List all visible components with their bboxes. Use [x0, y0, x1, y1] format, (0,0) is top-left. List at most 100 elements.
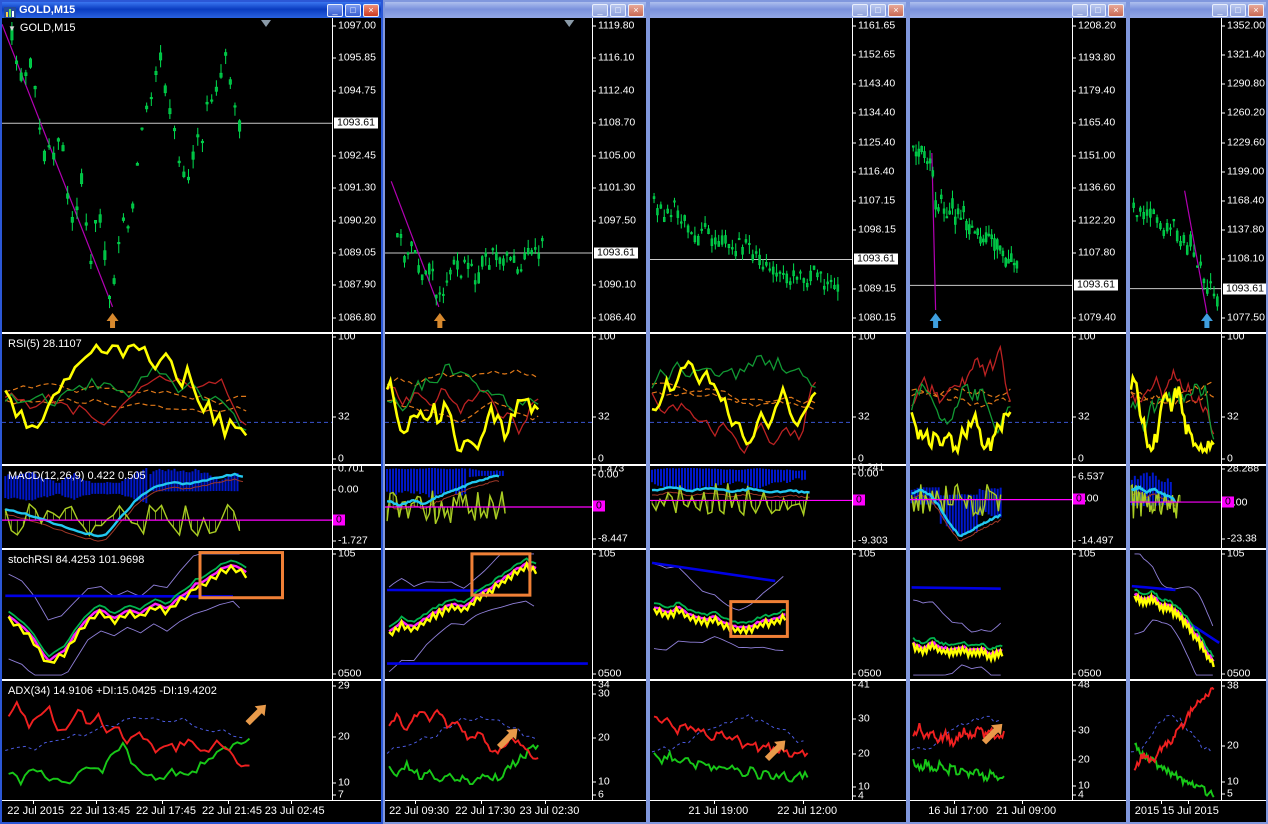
macd-scale[interactable]: 28.288 0.00 0 -23.38: [1220, 463, 1266, 548]
price-scale[interactable]: 1161.65 1152.65 1143.40 1134.40 1125.40 1116.…: [851, 18, 906, 332]
current-price-box: 1093.61: [334, 117, 378, 129]
rsi-scale[interactable]: 100 32 0: [332, 331, 381, 464]
adx-chart-canvas[interactable]: [910, 681, 1072, 800]
trendline: [2, 24, 114, 308]
chart-body: 1119.80 1116.10 1112.40 1108.70 1105.00 1101.…: [385, 18, 646, 822]
minimize-button[interactable]: _: [1212, 3, 1228, 17]
chart-window-3[interactable]: _ □ × 1161.65 1152.65 1143.40 1134.40 1125.4…: [648, 0, 908, 824]
close-button[interactable]: ×: [1108, 3, 1124, 17]
adx-scale[interactable]: 38 20 10 5: [1221, 680, 1266, 800]
chart-window-2[interactable]: _ □ × 1119.80 1116.10 1112.40 1108.70 1105.0…: [383, 0, 648, 824]
window-titlebar[interactable]: _ □ ×: [910, 2, 1126, 18]
rsi-chart-canvas[interactable]: [650, 334, 852, 464]
stoch-chart-canvas[interactable]: [385, 550, 592, 679]
window-titlebar[interactable]: GOLD,M15 _ □ ×: [2, 2, 381, 18]
price-panel: 1208.20 1193.80 1179.40 1165.40 1151.00 1136.…: [910, 18, 1126, 334]
macd-scale[interactable]: 6.537 0.00 0 -14.497: [1071, 466, 1126, 548]
macd-chart-canvas[interactable]: [1130, 466, 1221, 548]
adx-chart-canvas[interactable]: [650, 681, 852, 800]
chart-window-1[interactable]: GOLD,M15 _ □ × 1097.00 1095.85 1094.75 1093…: [0, 0, 383, 824]
minimize-button[interactable]: _: [1072, 3, 1088, 17]
price-chart-canvas[interactable]: [385, 18, 592, 332]
time-axis[interactable]: 22 Jul 2015 22 Jul 13:45 22 Jul 17:45 22 Ju…: [2, 801, 381, 822]
stoch-chart-canvas[interactable]: [650, 550, 852, 679]
macd-chart-canvas[interactable]: [650, 466, 852, 548]
adx-chart-canvas[interactable]: [1130, 681, 1221, 800]
rsi-tick-label: 32: [592, 410, 610, 423]
chart-window-4[interactable]: _ □ × 1208.20 1193.80 1179.40 1165.40 1151.0…: [908, 0, 1128, 824]
rsi-scale[interactable]: 100 32 0: [1072, 331, 1126, 464]
time-label: 23 Jul 02:30: [519, 805, 580, 817]
price-tick-label: 1087.90: [332, 278, 376, 291]
minimize-button[interactable]: _: [327, 3, 343, 17]
macd-scale[interactable]: 0.241 0.00 0 -9.303: [851, 462, 906, 548]
highlight-rectangle: [729, 600, 789, 638]
price-chart-canvas[interactable]: [2, 18, 332, 332]
stoch-chart-canvas[interactable]: [2, 550, 332, 679]
stoch-scale[interactable]: 105 0500: [851, 548, 906, 679]
price-tick-label: 1091.30: [332, 181, 376, 194]
price-scale[interactable]: 1208.20 1193.80 1179.40 1165.40 1151.00 1136.…: [1071, 18, 1126, 332]
maximize-button[interactable]: □: [345, 3, 361, 17]
price-scale[interactable]: 1097.00 1095.85 1094.75 1093.61 1092.45 1091.…: [332, 18, 381, 332]
price-tick-label: 1168.40: [1220, 194, 1265, 207]
close-button[interactable]: ×: [363, 3, 379, 17]
adx-tick-label: 10: [1072, 779, 1090, 792]
price-scale[interactable]: 1352.00 1321.40 1290.80 1260.20 1229.60 1199.…: [1220, 18, 1266, 332]
window-titlebar[interactable]: _ □ ×: [1130, 2, 1266, 18]
maximize-button[interactable]: □: [870, 3, 886, 17]
macd-scale[interactable]: 0.701 0.00 0 -1.727: [331, 463, 381, 548]
price-tick-label: 1080.15: [852, 311, 896, 324]
maximize-button[interactable]: □: [1230, 3, 1246, 17]
macd-chart-canvas[interactable]: [385, 466, 592, 548]
stoch-chart-canvas[interactable]: [910, 550, 1072, 679]
close-button[interactable]: ×: [888, 3, 904, 17]
close-button[interactable]: ×: [1248, 3, 1264, 17]
rsi-chart-canvas[interactable]: [1130, 334, 1221, 464]
rsi-chart-canvas[interactable]: [385, 334, 592, 464]
price-chart-canvas[interactable]: [1130, 18, 1221, 332]
price-chart-canvas[interactable]: [650, 18, 852, 332]
price-tick-label: 1116.40: [851, 165, 895, 178]
adx-scale[interactable]: 48 30 20 10 4: [1072, 679, 1126, 800]
macd-chart-canvas[interactable]: [2, 466, 332, 548]
price-scale[interactable]: 1119.80 1116.10 1112.40 1108.70 1105.00 1101.…: [591, 18, 646, 332]
maximize-button[interactable]: □: [610, 3, 626, 17]
stoch-scale[interactable]: 105 0500: [591, 548, 646, 679]
symbol-dropdown-icon[interactable]: ▼: [8, 23, 16, 33]
minimize-button[interactable]: _: [592, 3, 608, 17]
time-axis[interactable]: 16 Jul 17:00 21 Jul 09:00: [910, 801, 1126, 822]
adx-scale[interactable]: 29 20 10 7: [332, 680, 381, 800]
stoch-chart-canvas[interactable]: [1130, 550, 1221, 679]
time-label: 22 Jul 12:00: [777, 805, 838, 817]
adx-scale[interactable]: 41 30 20 10 4: [852, 679, 906, 801]
price-chart-canvas[interactable]: [910, 18, 1072, 332]
minimize-button[interactable]: _: [852, 3, 868, 17]
rsi-tick-label: 100: [592, 330, 616, 343]
macd-tick-label: -14.497: [1072, 534, 1114, 547]
macd-scale[interactable]: 1.473 0.00 0 -8.447: [591, 463, 646, 548]
time-axis[interactable]: 2015 15 Jul 2015: [1130, 801, 1266, 822]
maximize-button[interactable]: □: [1090, 3, 1106, 17]
window-titlebar[interactable]: _ □ ×: [385, 2, 646, 18]
price-tick-label: 1098.15: [852, 223, 896, 236]
time-axis[interactable]: 21 Jul 19:00 22 Jul 12:00: [650, 801, 906, 822]
adx-scale[interactable]: 34 30 20 10 6: [592, 679, 646, 800]
rsi-chart-canvas[interactable]: [2, 334, 332, 464]
chart-window-5[interactable]: _ □ × 1352.00 1321.40 1290.80 1260.20 1229.6…: [1128, 0, 1268, 824]
window-titlebar[interactable]: _ □ ×: [650, 2, 906, 18]
stoch-scale[interactable]: 105 0500: [1220, 548, 1266, 679]
stoch-scale[interactable]: 105 0500: [331, 548, 381, 679]
rsi-scale[interactable]: 100 32 0: [852, 331, 906, 464]
adx-chart-canvas[interactable]: [2, 681, 332, 800]
macd-chart-canvas[interactable]: [910, 466, 1072, 548]
rsi-scale[interactable]: 100 32 0: [592, 330, 646, 464]
rsi-chart-canvas[interactable]: [910, 334, 1072, 464]
adx-tick-label: 30: [852, 712, 870, 725]
close-button[interactable]: ×: [628, 3, 644, 17]
time-axis[interactable]: 22 Jul 09:30 22 Jul 17:30 23 Jul 02:30: [385, 801, 646, 822]
macd-tick-label: 6.537: [1071, 470, 1105, 483]
stoch-scale[interactable]: 105 0500: [1071, 548, 1126, 679]
rsi-scale[interactable]: 100 32 0: [1221, 331, 1266, 464]
adx-chart-canvas[interactable]: [385, 681, 592, 800]
